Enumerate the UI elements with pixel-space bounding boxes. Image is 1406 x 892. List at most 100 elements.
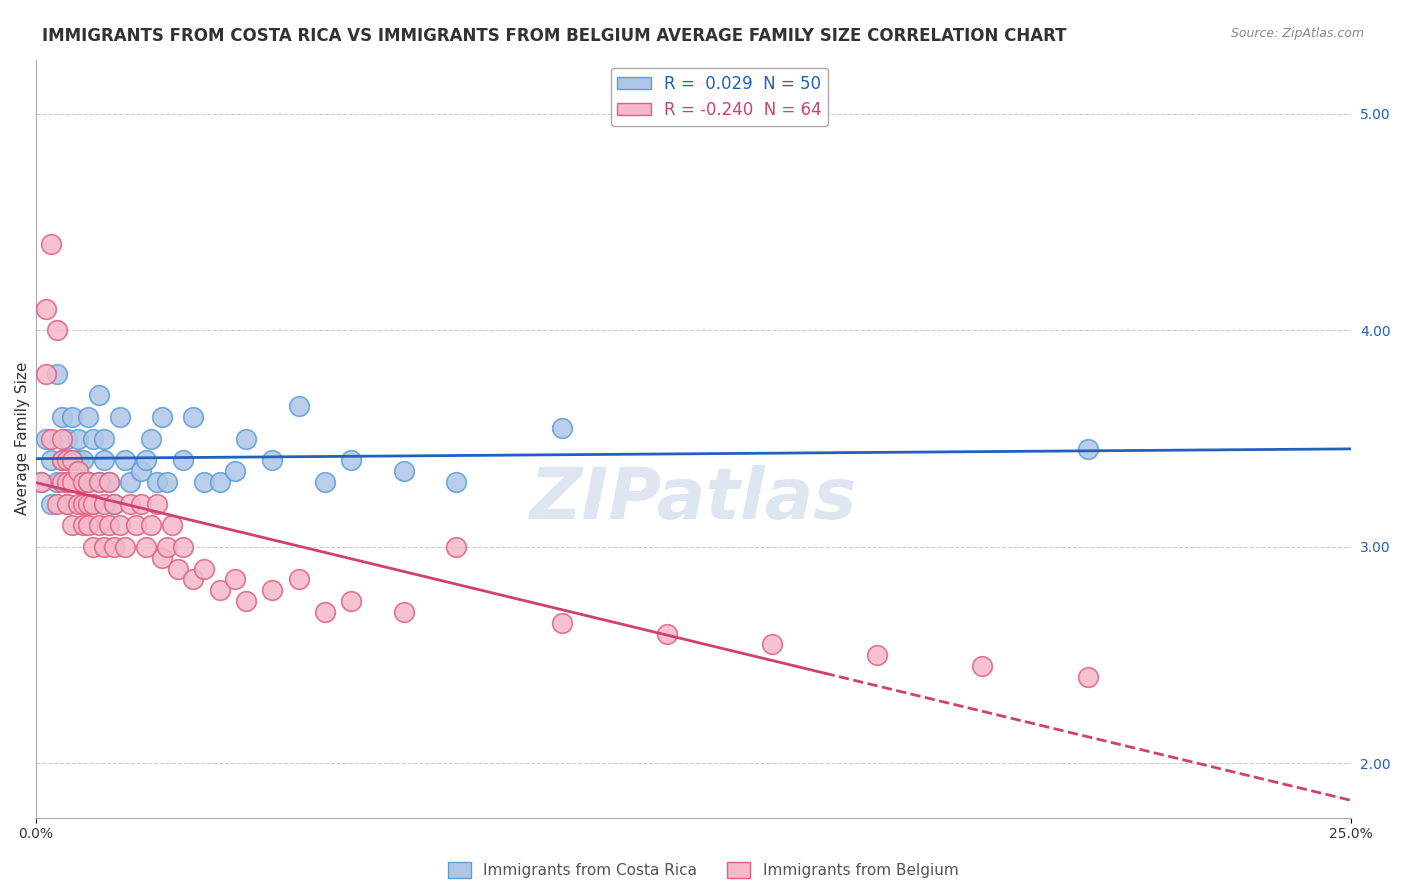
Point xyxy=(262,453,284,467)
Legend: R =  0.029  N = 50, R = -0.240  N = 64: R = 0.029 N = 50, R = -0.240 N = 64 xyxy=(610,68,828,126)
Point xyxy=(87,475,110,489)
Point xyxy=(114,453,136,467)
Point xyxy=(87,518,110,533)
Point xyxy=(60,518,83,533)
Point xyxy=(87,475,110,489)
Point xyxy=(45,367,67,381)
Point xyxy=(150,409,173,424)
Point xyxy=(60,453,83,467)
Point xyxy=(93,540,115,554)
Point xyxy=(56,497,79,511)
Point xyxy=(235,432,257,446)
Point xyxy=(51,409,73,424)
Point xyxy=(129,464,152,478)
Point xyxy=(103,540,125,554)
Point xyxy=(30,475,52,489)
Point xyxy=(41,432,63,446)
Point xyxy=(162,518,184,533)
Point xyxy=(1077,442,1099,457)
Point xyxy=(224,464,246,478)
Point xyxy=(98,475,121,489)
Point xyxy=(60,409,83,424)
Point xyxy=(45,497,67,511)
Point xyxy=(98,518,121,533)
Point xyxy=(761,637,783,651)
Point xyxy=(340,594,363,608)
Point xyxy=(56,432,79,446)
Point xyxy=(172,540,194,554)
Point xyxy=(66,453,89,467)
Point xyxy=(108,409,131,424)
Point xyxy=(314,605,336,619)
Point xyxy=(287,399,309,413)
Point xyxy=(56,453,79,467)
Point xyxy=(51,475,73,489)
Point xyxy=(866,648,889,662)
Point xyxy=(114,540,136,554)
Point xyxy=(66,432,89,446)
Text: ZIPatlas: ZIPatlas xyxy=(530,465,856,533)
Point xyxy=(550,421,572,435)
Point xyxy=(193,475,215,489)
Point xyxy=(51,453,73,467)
Point xyxy=(183,409,205,424)
Point xyxy=(77,497,100,511)
Text: IMMIGRANTS FROM COSTA RICA VS IMMIGRANTS FROM BELGIUM AVERAGE FAMILY SIZE CORREL: IMMIGRANTS FROM COSTA RICA VS IMMIGRANTS… xyxy=(42,27,1067,45)
Point xyxy=(45,475,67,489)
Point xyxy=(45,323,67,337)
Point xyxy=(156,540,179,554)
Point xyxy=(30,475,52,489)
Point xyxy=(340,453,363,467)
Point xyxy=(72,497,94,511)
Point xyxy=(1077,670,1099,684)
Point xyxy=(287,573,309,587)
Text: Source: ZipAtlas.com: Source: ZipAtlas.com xyxy=(1230,27,1364,40)
Point xyxy=(972,659,994,673)
Point xyxy=(235,594,257,608)
Point xyxy=(77,475,100,489)
Point xyxy=(35,367,58,381)
Point xyxy=(446,540,468,554)
Point xyxy=(183,573,205,587)
Point xyxy=(56,475,79,489)
Point xyxy=(135,453,157,467)
Point xyxy=(98,475,121,489)
Point xyxy=(166,561,188,575)
Point xyxy=(550,615,572,630)
Point xyxy=(56,497,79,511)
Point xyxy=(135,540,157,554)
Point xyxy=(72,475,94,489)
Point xyxy=(224,573,246,587)
Point xyxy=(93,432,115,446)
Point xyxy=(124,518,146,533)
Point xyxy=(56,475,79,489)
Point xyxy=(41,497,63,511)
Point xyxy=(41,453,63,467)
Point xyxy=(72,518,94,533)
Legend: Immigrants from Costa Rica, Immigrants from Belgium: Immigrants from Costa Rica, Immigrants f… xyxy=(441,856,965,884)
Point xyxy=(93,497,115,511)
Point xyxy=(103,497,125,511)
Point xyxy=(172,453,194,467)
Point xyxy=(82,540,104,554)
Point xyxy=(72,453,94,467)
Point xyxy=(208,583,231,598)
Point xyxy=(77,518,100,533)
Point xyxy=(150,550,173,565)
Point xyxy=(82,432,104,446)
Point xyxy=(82,497,104,511)
Point xyxy=(392,605,415,619)
Point xyxy=(262,583,284,598)
Point xyxy=(82,497,104,511)
Point xyxy=(120,475,142,489)
Point xyxy=(77,475,100,489)
Point xyxy=(141,518,163,533)
Point xyxy=(41,236,63,251)
Point xyxy=(35,301,58,316)
Point xyxy=(66,497,89,511)
Point xyxy=(60,475,83,489)
Point xyxy=(87,388,110,402)
Point xyxy=(72,475,94,489)
Point xyxy=(60,475,83,489)
Point xyxy=(145,475,167,489)
